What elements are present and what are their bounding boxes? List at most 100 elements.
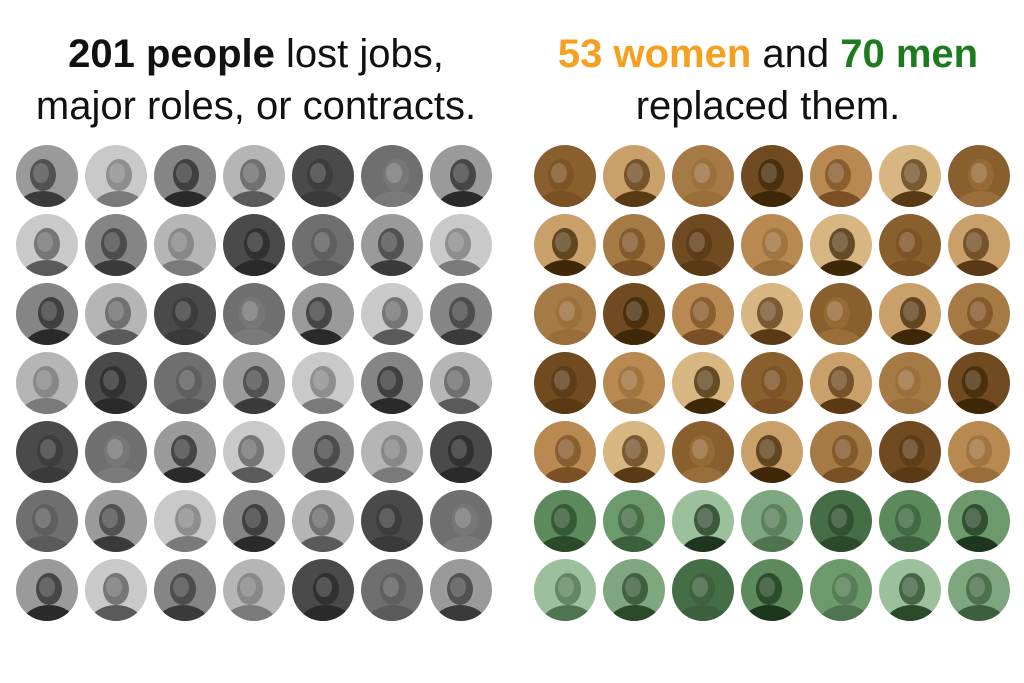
person-portrait-icon — [223, 145, 285, 207]
replaced-person-portrait — [361, 352, 423, 414]
headline-text-line2: replaced them. — [635, 84, 901, 128]
replaced-person-portrait — [223, 421, 285, 483]
replaced-person-portrait — [361, 214, 423, 276]
replaced-person-portrait — [223, 559, 285, 621]
person-portrait-icon — [85, 145, 147, 207]
replaced-person-portrait — [292, 490, 354, 552]
person-portrait-icon — [223, 352, 285, 414]
person-portrait-icon — [603, 214, 665, 276]
person-portrait-icon — [948, 421, 1010, 483]
person-portrait-icon — [534, 352, 596, 414]
person-portrait-icon — [603, 421, 665, 483]
woman-replacement-portrait — [879, 283, 941, 345]
person-portrait-icon — [672, 145, 734, 207]
person-portrait-icon — [879, 214, 941, 276]
replaced-person-portrait — [85, 559, 147, 621]
person-portrait-icon — [948, 490, 1010, 552]
person-portrait-icon — [603, 145, 665, 207]
replaced-person-portrait — [223, 283, 285, 345]
woman-replacement-portrait — [672, 283, 734, 345]
person-portrait-icon — [16, 283, 78, 345]
person-portrait-icon — [741, 421, 803, 483]
woman-replacement-portrait — [603, 283, 665, 345]
person-portrait-icon — [534, 214, 596, 276]
replaced-person-portrait — [430, 145, 492, 207]
person-portrait-icon — [154, 214, 216, 276]
woman-replacement-portrait — [879, 145, 941, 207]
man-replacement-portrait — [810, 490, 872, 552]
replaced-person-portrait — [85, 352, 147, 414]
man-replacement-portrait — [603, 490, 665, 552]
woman-replacement-portrait — [810, 145, 872, 207]
person-portrait-icon — [85, 421, 147, 483]
person-portrait-icon — [154, 145, 216, 207]
replaced-person-portrait — [361, 145, 423, 207]
woman-replacement-portrait — [810, 352, 872, 414]
person-portrait-icon — [16, 421, 78, 483]
woman-replacement-portrait — [534, 145, 596, 207]
replaced-person-portrait — [16, 490, 78, 552]
replaced-person-portrait — [16, 145, 78, 207]
person-portrait-icon — [948, 559, 1010, 621]
replaced-person-portrait — [154, 283, 216, 345]
person-portrait-icon — [292, 145, 354, 207]
person-portrait-icon — [430, 145, 492, 207]
person-portrait-icon — [361, 490, 423, 552]
woman-replacement-portrait — [603, 421, 665, 483]
headline-text-line1: lost jobs, — [274, 32, 444, 76]
woman-replacement-portrait — [603, 352, 665, 414]
woman-replacement-portrait — [810, 214, 872, 276]
person-portrait-icon — [810, 559, 872, 621]
person-portrait-icon — [810, 283, 872, 345]
replacement-portrait-grid — [534, 145, 1010, 621]
replaced-people-headline: 201 people lost jobs, major roles, or co… — [0, 28, 512, 132]
replacements-panel: 53 women and 70 men replaced them. — [512, 0, 1024, 683]
person-portrait-icon — [430, 490, 492, 552]
person-portrait-icon — [603, 352, 665, 414]
replaced-person-portrait — [16, 214, 78, 276]
person-portrait-icon — [223, 559, 285, 621]
man-replacement-portrait — [603, 559, 665, 621]
woman-replacement-portrait — [741, 145, 803, 207]
person-portrait-icon — [292, 490, 354, 552]
replaced-person-portrait — [292, 559, 354, 621]
woman-replacement-portrait — [741, 352, 803, 414]
person-portrait-icon — [292, 559, 354, 621]
person-portrait-icon — [948, 214, 1010, 276]
person-portrait-icon — [361, 421, 423, 483]
replaced-person-portrait — [292, 421, 354, 483]
replaced-person-portrait — [154, 421, 216, 483]
replaced-person-portrait — [292, 145, 354, 207]
person-portrait-icon — [534, 145, 596, 207]
replaced-person-portrait — [16, 559, 78, 621]
person-portrait-icon — [672, 352, 734, 414]
man-replacement-portrait — [741, 559, 803, 621]
replaced-person-portrait — [361, 490, 423, 552]
person-portrait-icon — [85, 352, 147, 414]
person-portrait-icon — [85, 490, 147, 552]
man-replacement-portrait — [741, 490, 803, 552]
replaced-person-portrait — [292, 283, 354, 345]
person-portrait-icon — [154, 352, 216, 414]
replaced-person-portrait — [223, 352, 285, 414]
replaced-person-portrait — [154, 145, 216, 207]
person-portrait-icon — [16, 559, 78, 621]
replaced-person-portrait — [85, 421, 147, 483]
person-portrait-icon — [223, 214, 285, 276]
replaced-person-portrait — [430, 352, 492, 414]
headline-and: and — [751, 32, 841, 76]
replaced-person-portrait — [154, 214, 216, 276]
woman-replacement-portrait — [948, 145, 1010, 207]
replaced-person-portrait — [223, 490, 285, 552]
person-portrait-icon — [810, 490, 872, 552]
replaced-person-portrait — [16, 352, 78, 414]
person-portrait-icon — [672, 421, 734, 483]
person-portrait-icon — [361, 214, 423, 276]
replaced-person-portrait — [430, 421, 492, 483]
replaced-person-portrait — [361, 421, 423, 483]
replaced-person-portrait — [85, 490, 147, 552]
replaced-people-panel: 201 people lost jobs, major roles, or co… — [0, 28, 512, 621]
woman-replacement-portrait — [672, 214, 734, 276]
man-replacement-portrait — [534, 559, 596, 621]
person-portrait-icon — [361, 145, 423, 207]
